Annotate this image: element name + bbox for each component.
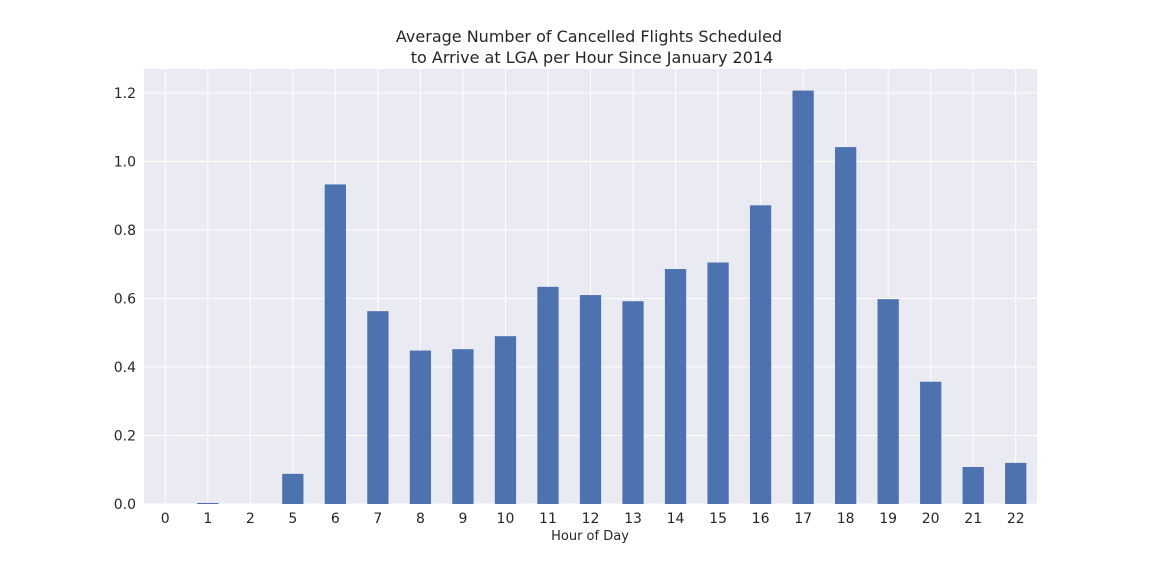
bar-hour-12 xyxy=(579,295,602,504)
y-tick-label: 0.0 xyxy=(114,497,136,513)
bar-hour-1 xyxy=(197,502,219,504)
bar-hour-6 xyxy=(324,184,346,504)
bar-hour-18 xyxy=(835,147,857,504)
x-tick-label: 15 xyxy=(709,511,727,527)
x-tick-label: 2 xyxy=(246,511,255,527)
bar-hour-21 xyxy=(962,467,984,504)
x-tick-label: 6 xyxy=(331,511,340,527)
bar-hour-8 xyxy=(409,350,432,504)
y-tick-label: 0.2 xyxy=(114,428,136,444)
x-tick-label: 21 xyxy=(964,511,982,527)
bar-hour-7 xyxy=(367,311,389,504)
y-tick-label: 1.0 xyxy=(114,154,136,170)
bar-hour-20 xyxy=(920,381,942,504)
bar-hour-9 xyxy=(452,349,474,504)
x-tick-label: 17 xyxy=(794,511,812,527)
x-tick-label: 8 xyxy=(416,511,425,527)
x-tick-label: 5 xyxy=(288,511,297,527)
x-tick-label: 11 xyxy=(539,511,557,527)
x-tick-label: 10 xyxy=(497,511,515,527)
x-tick-label: 22 xyxy=(1007,511,1025,527)
y-tick-label: 1.2 xyxy=(114,86,136,102)
bar-hour-5 xyxy=(282,473,304,504)
x-tick-label: 12 xyxy=(582,511,600,527)
bar-hour-16 xyxy=(749,205,772,505)
x-tick-label: 18 xyxy=(837,511,855,527)
x-tick-label: 20 xyxy=(922,511,940,527)
y-axis-ticks: 0.0 0.2 0.4 0.6 0.8 1.0 1.2 xyxy=(114,86,136,513)
x-tick-label: 9 xyxy=(458,511,467,527)
bar-hour-22 xyxy=(1005,462,1027,504)
chart-title-line-2: to Arrive at LGA per Hour Since January … xyxy=(411,48,774,67)
bar-hour-19 xyxy=(877,299,899,504)
bar-hour-15 xyxy=(707,262,729,504)
chart-title-line-1: Average Number of Cancelled Flights Sche… xyxy=(396,27,782,46)
x-tick-label: 1 xyxy=(203,511,212,527)
y-tick-label: 0.8 xyxy=(114,223,136,239)
x-tick-label: 0 xyxy=(161,511,170,527)
y-tick-label: 0.4 xyxy=(114,360,136,376)
x-tick-label: 19 xyxy=(879,511,897,527)
x-tick-label: 14 xyxy=(667,511,685,527)
bar-hour-17 xyxy=(792,90,814,505)
bar-hour-14 xyxy=(664,269,687,504)
bar-hour-11 xyxy=(537,286,559,504)
x-tick-label: 7 xyxy=(373,511,382,527)
x-tick-label: 13 xyxy=(624,511,642,527)
x-axis-label: Hour of Day xyxy=(551,529,629,544)
bars xyxy=(197,90,1027,505)
y-tick-label: 0.6 xyxy=(114,291,136,307)
bar-hour-13 xyxy=(622,301,644,504)
x-tick-label: 16 xyxy=(752,511,770,527)
bar-hour-10 xyxy=(494,336,517,504)
x-axis-ticks: 0 1 2 5 6 7 8 9 10 11 12 13 14 15 16 17 18 19 20 21 22 xyxy=(161,511,1025,527)
